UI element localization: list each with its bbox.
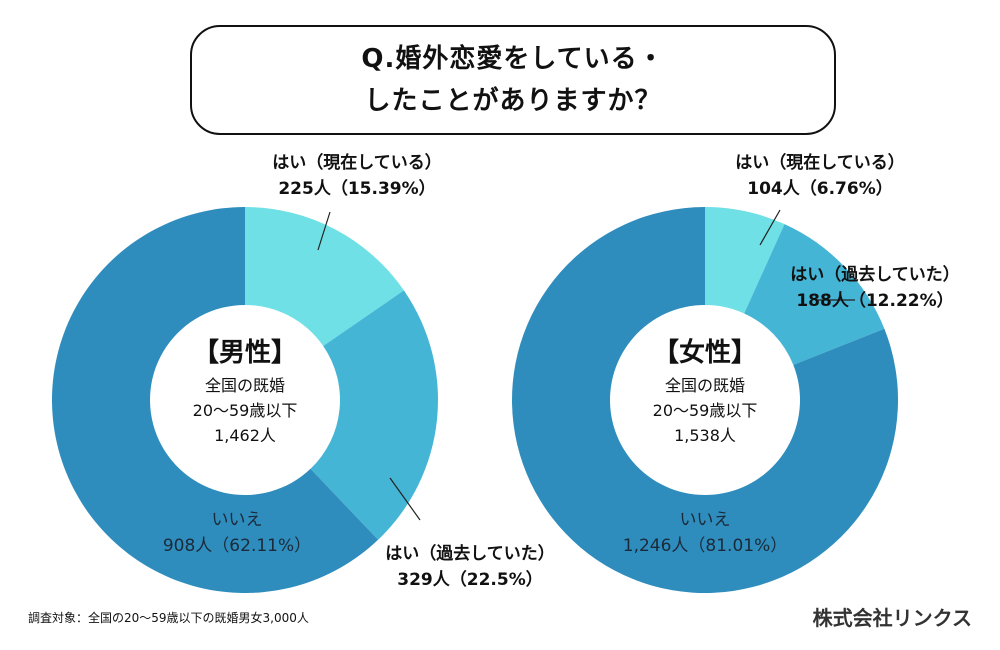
male-label-past: はい（過去していた） 329人（22.5%） [385,541,555,593]
center-line: 20〜59歳以下 [192,401,298,420]
female-label-past: はい（過去していた） 188人（12.22%） [790,262,960,314]
slice-name: はい（現在している） [735,153,905,173]
donut-slice-female-2 [512,207,898,593]
center-total: 1,462人 [214,426,276,445]
title-line-2: したことがありますか？ [364,86,662,116]
slice-name: いいえ [211,510,263,530]
data-label: 908人（62.11%） [162,536,312,556]
leader-line [389,477,421,521]
center-total: 1,538人 [674,426,736,445]
female-center: 【女性】 全国の既婚 20〜59歳以下 1,538人 [653,333,758,448]
slice-name: いいえ [679,510,731,530]
leader-line [759,209,781,246]
male-label-no: いいえ 908人（62.11%） [163,507,311,559]
company-name: 株式会社リンクス [812,606,972,630]
male-label-current: はい（現在している） 225人（15.39%） [272,150,442,202]
data-label: 104人（6.76%） [747,179,893,199]
group-title: 【男性】 [192,338,298,368]
center-line: 全国の既婚 [204,376,286,395]
group-title: 【女性】 [652,338,758,368]
center-line: 20〜59歳以下 [652,401,758,420]
data-label: 1,246人（81.01%） [622,536,788,556]
slice-name: はい（過去していた） [385,544,555,564]
leader-line [317,211,331,251]
donut-slice-female-0 [705,207,785,314]
male-center: 【男性】 全国の既婚 20〜59歳以下 1,462人 [193,333,298,448]
footnote: 調査対象：全国の20〜59歳以下の既婚男女3,000人 [28,611,309,625]
slice-name: はい（現在している） [272,153,442,173]
title-line-1: Q.婚外恋愛をしている・ [361,44,665,74]
data-label: 329人（22.5%） [397,570,543,590]
data-label: 225人（15.39%） [278,179,436,199]
data-label: 188人（12.22%） [796,291,954,311]
donut-slice-male-0 [245,207,404,347]
female-label-no: いいえ 1,246人（81.01%） [623,507,788,559]
donut-slice-female-1 [744,224,885,365]
slice-name: はい（過去していた） [790,265,960,285]
female-label-current: はい（現在している） 104人（6.76%） [735,150,905,202]
donut-slice-male-2 [51,207,379,594]
donut-slice-male-1 [310,290,438,540]
title-box: Q.婚外恋愛をしている・ したことがありますか？ [190,25,836,135]
center-line: 全国の既婚 [664,376,746,395]
